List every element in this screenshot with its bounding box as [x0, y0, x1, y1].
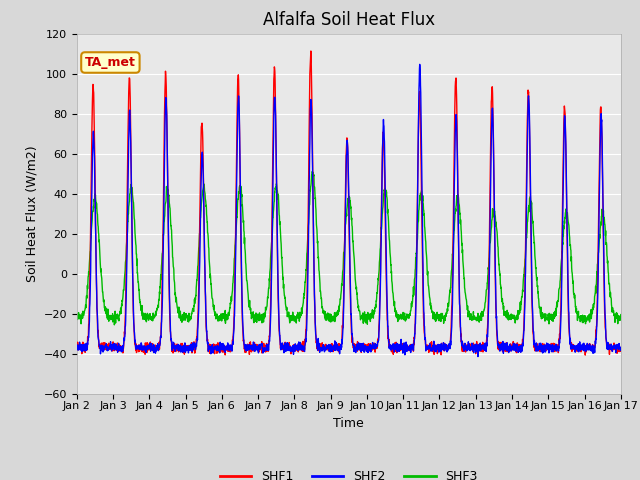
SHF2 — [225, 346, 232, 352]
SHF3 — [377, 238, 385, 244]
Line: SHF2: SHF2 — [77, 64, 621, 357]
SHF1 — [376, 269, 384, 275]
SHF1 — [307, 48, 315, 54]
SHF1 — [365, 341, 372, 347]
Line: SHF1: SHF1 — [77, 51, 621, 355]
Line: SHF3: SHF3 — [77, 171, 621, 325]
SHF3 — [111, 322, 118, 328]
SHF2 — [365, 349, 372, 355]
Title: Alfalfa Soil Heat Flux: Alfalfa Soil Heat Flux — [263, 11, 435, 29]
SHF3 — [365, 316, 372, 322]
X-axis label: Time: Time — [333, 417, 364, 430]
SHF1 — [569, 345, 577, 350]
SHF3 — [225, 310, 232, 315]
SHF1 — [581, 352, 589, 358]
SHF2 — [617, 345, 625, 351]
SHF2 — [508, 348, 515, 354]
Text: TA_met: TA_met — [85, 56, 136, 69]
SHF2 — [474, 354, 482, 360]
SHF1 — [225, 347, 232, 353]
SHF1 — [507, 347, 515, 353]
SHF1 — [73, 340, 81, 346]
SHF3 — [508, 311, 515, 317]
SHF2 — [584, 347, 592, 353]
SHF2 — [73, 347, 81, 353]
SHF3 — [584, 317, 592, 323]
SHF3 — [73, 313, 81, 319]
Legend: SHF1, SHF2, SHF3: SHF1, SHF2, SHF3 — [214, 465, 483, 480]
SHF2 — [416, 61, 424, 67]
SHF1 — [617, 348, 625, 354]
Y-axis label: Soil Heat Flux (W/m2): Soil Heat Flux (W/m2) — [25, 145, 38, 282]
SHF3 — [570, 278, 577, 284]
SHF2 — [570, 345, 577, 350]
SHF3 — [617, 312, 625, 317]
SHF1 — [584, 343, 592, 348]
SHF3 — [308, 168, 316, 174]
SHF2 — [376, 292, 384, 298]
